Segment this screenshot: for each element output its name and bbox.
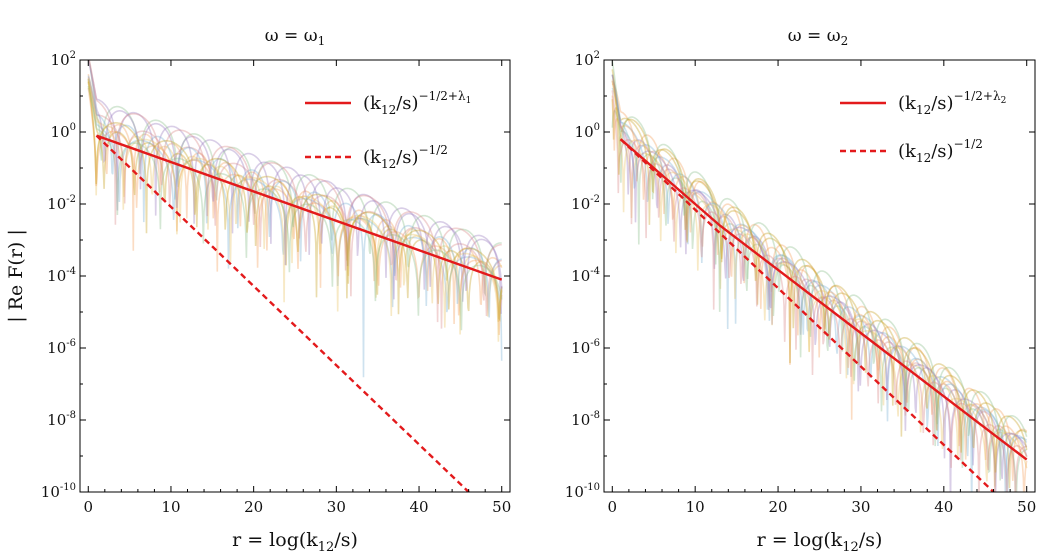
legend-label: (k12/s)−1/2 [898,137,983,165]
y-tick-label: 10-2 [47,194,76,213]
x-tick-label: 40 [934,498,953,516]
oscillation-curve [88,60,502,297]
legend-label: (k12/s)−1/2+λ2 [898,89,1006,117]
oscillation-curve [87,78,503,361]
y-tick-label: 10-8 [47,410,76,429]
chart-title: ω = ω2 [788,26,848,48]
oscillation-curve [88,60,502,323]
legend-label: (k12/s)−1/2 [363,143,448,171]
x-tick-label: 20 [244,498,263,516]
y-tick-label: 10-6 [47,338,76,357]
x-tick-label: 20 [769,498,788,516]
y-tick-label: 10-4 [47,266,76,285]
x-tick-label: 50 [492,498,511,516]
oscillation-curve [611,74,1028,480]
fit-line-solid [96,134,503,281]
x-tick-label: 10 [686,498,705,516]
x-axis-label: r = log(k12/s) [757,529,883,553]
oscillation-curve [611,74,1028,492]
legend-label: (k12/s)−1/2+λ1 [363,89,471,117]
x-tick-label: 10 [161,498,180,516]
oscillation-curves [87,60,503,378]
oscillation-curve [87,81,503,322]
right-panel: 0 10 20 30 40 50 102 100 10-2 10-4 10-6 10-8 10-10 ω … [565,26,1036,553]
x-tick-label: 30 [851,498,870,516]
left-panel: 0 10 20 30 40 50 102 100 10-2 10-4 10-6 10-8 10-10 ω … [5,26,511,553]
y-tick-label: 100 [575,122,600,141]
y-tick-label: 10-4 [571,266,600,285]
fit-line-solid [619,138,1028,461]
oscillation-curve [87,75,502,378]
y-tick-label: 100 [51,122,76,141]
oscillation-curve [611,79,1028,487]
y-tick-label: 10-10 [565,482,600,501]
x-axis-label: r = log(k12/s) [232,529,358,553]
oscillation-curve [87,85,503,331]
oscillation-curve [87,80,502,335]
chart-title: ω = ω1 [265,26,325,48]
oscillation-curve [87,77,503,329]
y-tick-label: 102 [575,50,600,69]
y-tick-label: 10-2 [571,194,600,213]
oscillation-curve [87,60,503,300]
oscillation-curve [611,69,1028,473]
oscillation-curve [611,74,1028,492]
x-tick-label: 30 [327,498,346,516]
x-tick-label: 0 [608,498,618,516]
y-tick-label: 102 [51,50,76,69]
oscillation-curve [87,74,503,325]
x-tick-label: 0 [83,498,93,516]
oscillation-curve [87,87,503,336]
oscillation-curve [87,60,503,314]
y-tick-label: 10-10 [41,482,76,501]
fit-line-dashed [619,138,995,492]
oscillation-curve [611,95,1028,492]
oscillation-curve [611,99,1028,489]
y-tick-label: 10-6 [571,338,600,357]
oscillation-curve [87,78,503,342]
fit-line-dashed [95,134,470,492]
y-axis-label: | Re F(r) | [5,229,27,323]
oscillation-curves [611,61,1028,492]
x-tick-label: 40 [409,498,428,516]
y-tick-label: 10-8 [571,410,600,429]
oscillation-curve [611,61,1028,481]
oscillation-curve [611,87,1028,492]
x-tick-label: 50 [1017,498,1036,516]
